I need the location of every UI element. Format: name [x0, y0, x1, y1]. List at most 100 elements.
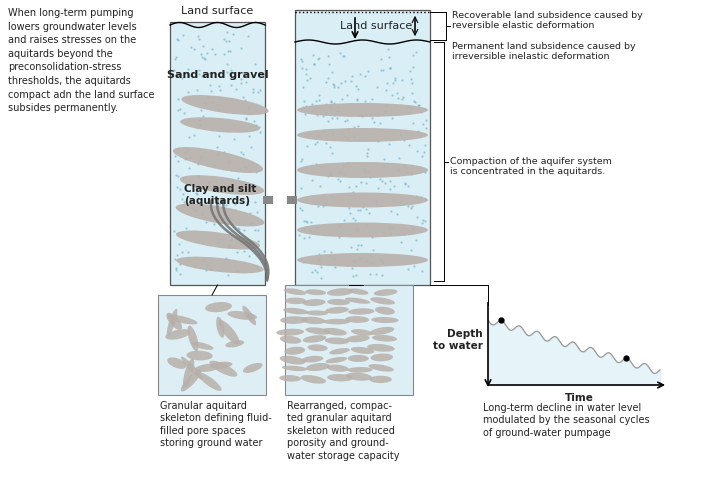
Ellipse shape [307, 344, 328, 351]
Text: Permanent land subsidence caused by
irreversible inelastic deformation: Permanent land subsidence caused by irre… [452, 42, 636, 61]
Ellipse shape [301, 317, 326, 324]
Text: Depth
to water: Depth to water [433, 329, 483, 351]
Ellipse shape [166, 329, 191, 340]
Ellipse shape [297, 103, 428, 117]
Ellipse shape [305, 289, 326, 295]
Ellipse shape [303, 335, 326, 342]
Ellipse shape [284, 288, 306, 295]
Ellipse shape [347, 367, 373, 373]
Ellipse shape [181, 369, 201, 391]
Ellipse shape [243, 363, 262, 373]
Ellipse shape [368, 364, 394, 372]
Ellipse shape [283, 308, 309, 314]
Ellipse shape [276, 329, 304, 336]
Ellipse shape [346, 316, 369, 323]
Bar [263, 196, 273, 204]
Bar [170, 22, 265, 285]
Bar [158, 295, 266, 395]
Ellipse shape [326, 357, 347, 363]
Ellipse shape [181, 356, 203, 379]
Ellipse shape [183, 358, 194, 388]
Ellipse shape [282, 365, 307, 371]
Ellipse shape [173, 147, 263, 173]
Ellipse shape [302, 356, 324, 363]
Ellipse shape [297, 128, 428, 142]
Ellipse shape [327, 365, 348, 372]
Ellipse shape [301, 375, 326, 384]
Ellipse shape [306, 363, 330, 371]
Ellipse shape [372, 335, 397, 342]
Ellipse shape [374, 289, 397, 296]
Ellipse shape [371, 317, 399, 323]
Ellipse shape [284, 347, 305, 355]
Ellipse shape [191, 342, 213, 350]
Ellipse shape [297, 193, 428, 207]
Ellipse shape [323, 319, 351, 324]
Ellipse shape [348, 308, 375, 315]
Ellipse shape [348, 355, 369, 362]
Bar [287, 196, 297, 204]
Ellipse shape [242, 306, 256, 325]
Ellipse shape [323, 328, 347, 335]
Ellipse shape [210, 361, 237, 376]
Ellipse shape [188, 326, 198, 352]
Ellipse shape [195, 364, 220, 372]
Text: Granular aquitard
skeleton defining fluid-
filled pore spaces
storing ground wat: Granular aquitard skeleton defining flui… [160, 401, 272, 448]
Ellipse shape [297, 253, 428, 267]
Text: Recoverable land subsidence caused by
reversible elastic deformation: Recoverable land subsidence caused by re… [452, 11, 643, 30]
Ellipse shape [303, 299, 326, 306]
Ellipse shape [280, 316, 307, 324]
Ellipse shape [329, 348, 350, 354]
Ellipse shape [351, 347, 374, 354]
Ellipse shape [176, 230, 260, 250]
Ellipse shape [285, 297, 306, 304]
Ellipse shape [228, 311, 257, 320]
Ellipse shape [351, 329, 373, 336]
Ellipse shape [370, 354, 393, 361]
Ellipse shape [166, 309, 177, 336]
Ellipse shape [370, 297, 395, 305]
Text: Time: Time [565, 393, 594, 403]
Ellipse shape [297, 223, 428, 238]
Ellipse shape [325, 337, 349, 344]
Text: Rearranged, compac-
ted granular aquitard
skeleton with reduced
porosity and gro: Rearranged, compac- ted granular aquitar… [287, 401, 400, 461]
Text: Long-term decline in water level
modulated by the seasonal cycles
of ground-wate: Long-term decline in water level modulat… [483, 403, 650, 438]
Bar [285, 285, 413, 395]
Ellipse shape [327, 374, 353, 381]
Ellipse shape [205, 302, 232, 312]
Ellipse shape [369, 376, 392, 383]
Ellipse shape [225, 340, 244, 347]
Ellipse shape [346, 373, 373, 381]
Ellipse shape [279, 375, 301, 382]
Ellipse shape [180, 175, 264, 195]
Ellipse shape [370, 327, 395, 335]
Ellipse shape [297, 162, 428, 178]
Ellipse shape [306, 327, 331, 335]
Ellipse shape [325, 307, 349, 314]
Ellipse shape [216, 317, 225, 338]
Ellipse shape [198, 372, 222, 391]
Ellipse shape [327, 288, 354, 296]
Text: Clay and silt
(aquitards): Clay and silt (aquitards) [184, 184, 257, 206]
Ellipse shape [280, 336, 301, 344]
Ellipse shape [346, 335, 370, 342]
Ellipse shape [327, 299, 351, 305]
Ellipse shape [167, 315, 198, 324]
Ellipse shape [306, 310, 328, 316]
Text: Sand and gravel: Sand and gravel [166, 70, 268, 80]
Ellipse shape [186, 351, 213, 361]
Ellipse shape [166, 313, 182, 330]
Ellipse shape [218, 320, 240, 344]
Text: When long-term pumping
lowers groundwater levels
and raises stresses on the
aqui: When long-term pumping lowers groundwate… [8, 8, 154, 113]
Ellipse shape [176, 204, 264, 227]
Text: Land surface: Land surface [340, 21, 412, 31]
Ellipse shape [167, 357, 186, 369]
Ellipse shape [180, 117, 260, 133]
Ellipse shape [367, 344, 395, 352]
Ellipse shape [279, 356, 306, 365]
Ellipse shape [345, 297, 370, 304]
Ellipse shape [375, 307, 395, 315]
Ellipse shape [176, 257, 264, 274]
Text: Compaction of the aquifer system
is concentrated in the aquitards.: Compaction of the aquifer system is conc… [450, 157, 612, 176]
Ellipse shape [348, 288, 368, 295]
